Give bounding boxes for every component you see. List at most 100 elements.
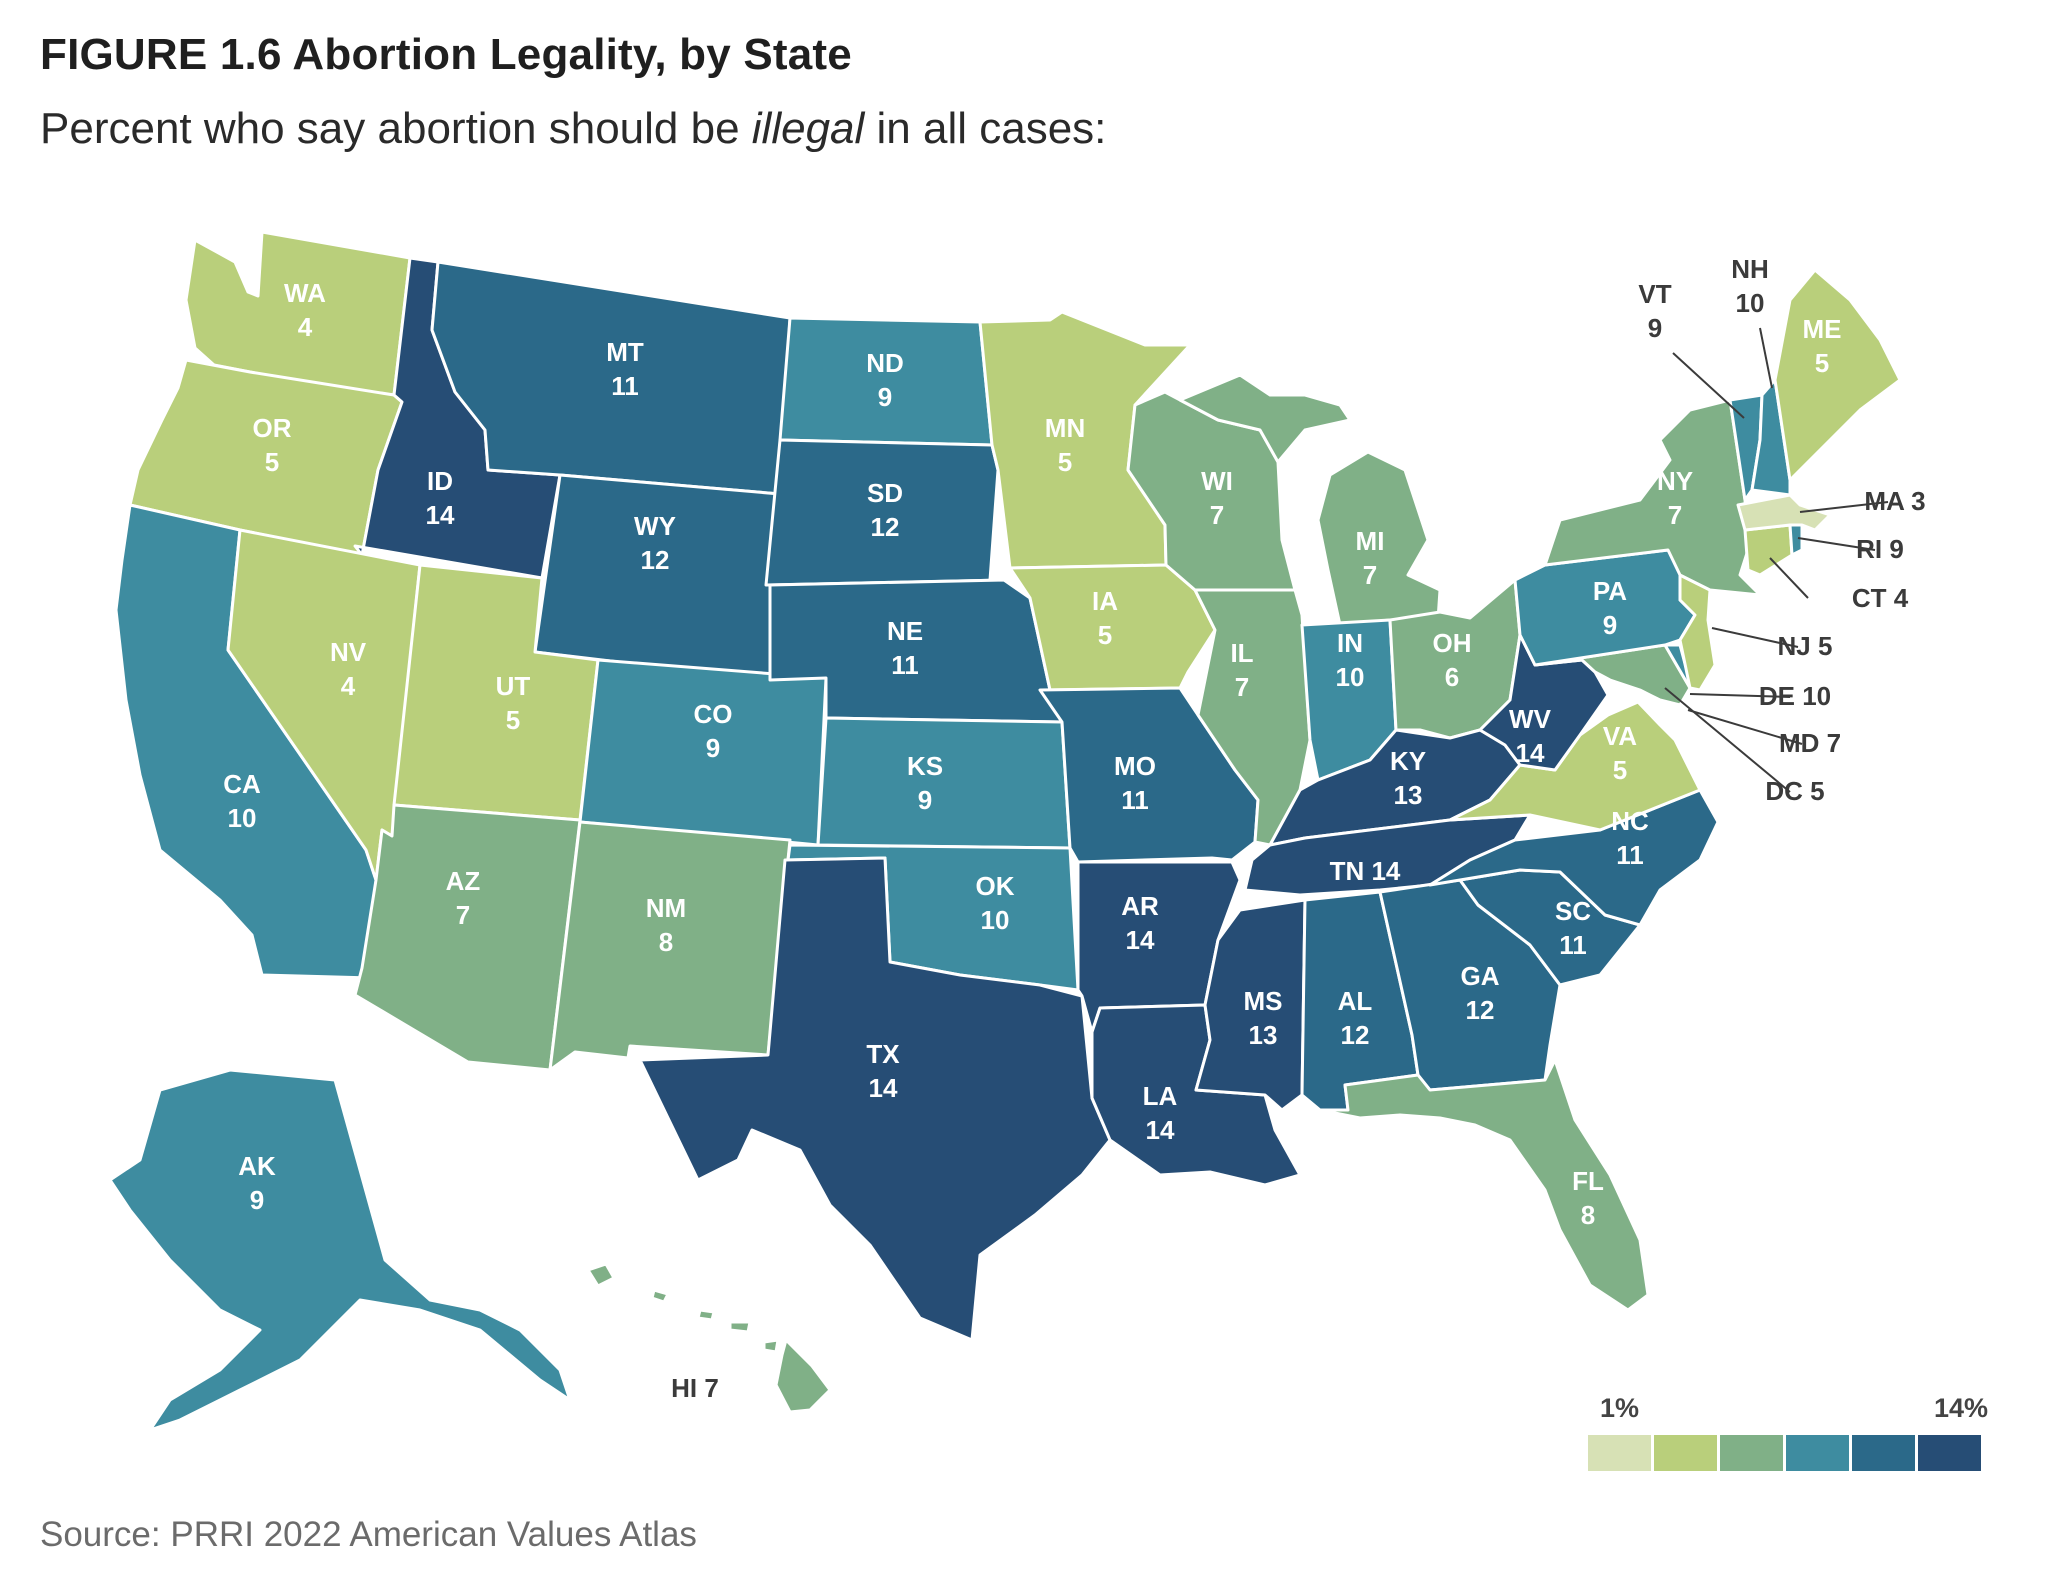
state-value-ms: 13 <box>1249 1020 1278 1050</box>
state-value-ny: 7 <box>1668 500 1682 530</box>
label-wi: WI 7 <box>1201 466 1233 530</box>
state-abbr-mo: MO <box>1114 751 1156 781</box>
legend-swatch-4 <box>1786 1435 1849 1471</box>
label-in: IN 10 <box>1336 628 1365 692</box>
state-abbr-wa: WA <box>284 278 326 308</box>
state-value-ut: 5 <box>506 705 520 735</box>
label-fl: FL 8 <box>1572 1166 1604 1230</box>
state-co <box>578 658 828 847</box>
label-tx: TX 14 <box>866 1039 900 1103</box>
state-abbr-ks: KS <box>907 751 943 781</box>
label-tn: TN 14 <box>1330 856 1401 886</box>
state-abbr-la: LA <box>1143 1081 1178 1111</box>
state-value-ca: 10 <box>228 803 257 833</box>
label-ct: CT 4 <box>1852 583 1909 613</box>
state-value-il: 7 <box>1235 672 1249 702</box>
label-ma: MA 3 <box>1864 486 1925 516</box>
state-value-wi: 7 <box>1210 500 1224 530</box>
state-ri <box>1788 523 1804 557</box>
state-ks <box>816 716 1072 850</box>
state-labels: WA 4 OR 5 CA 10 ID 14 NV 4 MT 11 WY 12 UT 5 AZ 7 CO 9 NM 8 ND 9… <box>223 254 1925 1403</box>
label-ar: AR 14 <box>1121 891 1159 955</box>
state-abbr-fl: FL <box>1572 1166 1604 1196</box>
state-abbr-oh: OH <box>1433 628 1472 658</box>
state-abbr-az: AZ <box>446 866 481 896</box>
state-value-az: 7 <box>456 900 470 930</box>
label-pa: PA 9 <box>1593 576 1627 640</box>
label-vt: VT 9 <box>1638 279 1671 343</box>
state-abbr-mn: MN <box>1045 413 1085 443</box>
state-value-ia: 5 <box>1098 620 1112 650</box>
state-value-nc: 11 <box>1616 840 1644 870</box>
state-nc <box>1428 788 1720 927</box>
leader-dc <box>1664 687 1791 793</box>
state-value-wy: 12 <box>641 545 670 575</box>
state-value-id: 14 <box>426 500 455 530</box>
subtitle-text-pre: Percent who say abortion should be <box>40 104 752 153</box>
state-abbr-il: IL <box>1230 638 1253 668</box>
label-mi: MI 7 <box>1356 526 1385 590</box>
state-value-mi: 7 <box>1363 560 1377 590</box>
state-de <box>1663 643 1694 692</box>
state-value-ne: 11 <box>891 650 919 680</box>
state-abbr-vt: VT <box>1638 279 1671 309</box>
state-value-ga: 12 <box>1466 995 1495 1025</box>
label-nv: NV 4 <box>330 637 367 701</box>
label-nc: NC 11 <box>1611 806 1649 870</box>
label-or: OR 5 <box>253 413 292 477</box>
state-value-sd: 12 <box>871 512 900 542</box>
state-abbr-nc: NC <box>1611 806 1649 836</box>
state-value-sc: 11 <box>1559 930 1587 960</box>
label-ca: CA 10 <box>223 769 261 833</box>
state-abbr-mt: MT <box>606 337 644 367</box>
label-ks: KS 9 <box>907 751 943 815</box>
state-shapes <box>108 230 1902 1432</box>
label-az: AZ 7 <box>446 866 481 930</box>
figure-subtitle: Percent who say abortion should be illeg… <box>40 104 1106 154</box>
state-abbr-or: OR <box>253 413 292 443</box>
state-mo <box>1038 686 1260 864</box>
legend-max-label: 14% <box>1933 1393 1988 1423</box>
label-al: AL 12 <box>1338 986 1373 1050</box>
label-hi: HI 7 <box>671 1373 719 1403</box>
state-abbr-ia: IA <box>1092 586 1118 616</box>
state-tx <box>638 856 1112 1342</box>
leader-nh <box>1759 327 1773 389</box>
state-value-nh: 10 <box>1736 288 1765 318</box>
leader-ma <box>1799 501 1889 513</box>
legend-swatch-3 <box>1720 1435 1783 1471</box>
leader-vt <box>1672 352 1745 419</box>
state-ct <box>1743 523 1794 577</box>
state-value-wv: 14 <box>1516 738 1545 768</box>
label-ut: UT 5 <box>496 671 531 735</box>
state-abbr-ar: AR <box>1121 891 1159 921</box>
state-abbr-ny: NY <box>1657 466 1693 496</box>
state-abbr-nv: NV <box>330 637 367 667</box>
leader-de <box>1689 693 1791 698</box>
state-abbr-ak: AK <box>238 1151 276 1181</box>
label-de: DE 10 <box>1759 681 1831 711</box>
leader-ct <box>1769 557 1809 599</box>
leader-ri <box>1797 537 1876 551</box>
state-abbr-ga: GA <box>1461 961 1500 991</box>
label-oh: OH 6 <box>1433 628 1472 692</box>
state-abbr-ne: NE <box>887 616 923 646</box>
state-value-va: 5 <box>1613 755 1627 785</box>
label-nj: NJ 5 <box>1778 631 1833 661</box>
state-abbr-nd: ND <box>866 348 904 378</box>
label-mn: MN 5 <box>1045 413 1085 477</box>
state-value-me: 5 <box>1815 348 1829 378</box>
legend-min-label: 1% <box>1600 1393 1640 1423</box>
legend-swatch-1 <box>1588 1435 1651 1471</box>
state-value-fl: 8 <box>1581 1200 1595 1230</box>
state-value-wa: 4 <box>298 312 313 342</box>
state-value-nm: 8 <box>659 927 673 957</box>
source-note: Source: PRRI 2022 American Values Atlas <box>40 1515 697 1554</box>
state-value-or: 5 <box>265 447 279 477</box>
label-co: CO 9 <box>694 699 733 763</box>
state-fl <box>1318 1058 1650 1312</box>
label-nh: NH 10 <box>1731 254 1769 318</box>
state-abbr-ok: OK <box>976 871 1015 901</box>
label-wa: WA 4 <box>284 278 326 342</box>
label-id: ID 14 <box>426 466 455 530</box>
